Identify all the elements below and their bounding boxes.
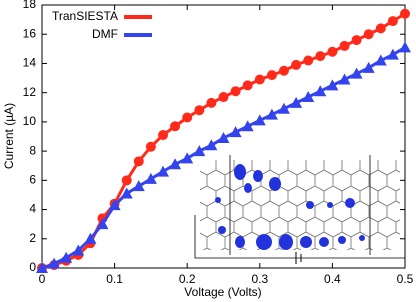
data-point xyxy=(132,180,145,192)
y-tick-label: 16 xyxy=(23,26,37,40)
data-point xyxy=(60,251,73,263)
y-tick-label: 4 xyxy=(29,202,36,216)
data-point xyxy=(84,232,97,244)
data-point xyxy=(108,199,121,211)
data-point xyxy=(158,130,169,141)
data-point xyxy=(229,126,242,138)
x-tick-label: 0.2 xyxy=(179,272,196,286)
y-tick-label: 0 xyxy=(29,260,36,274)
y-tick-label: 6 xyxy=(29,173,36,187)
y-tick-label: 18 xyxy=(23,0,37,11)
data-point xyxy=(291,59,302,70)
data-point xyxy=(36,262,48,273)
data-point xyxy=(120,187,133,199)
data-point xyxy=(374,54,387,66)
y-tick-label: 10 xyxy=(23,114,37,128)
data-point xyxy=(218,92,229,103)
y-tick-label: 2 xyxy=(29,231,36,245)
data-point xyxy=(290,96,303,108)
legend-label: DMF xyxy=(92,27,118,41)
data-point xyxy=(241,120,254,132)
y-tick-label: 8 xyxy=(29,143,36,157)
data-point xyxy=(181,152,194,164)
x-tick-label: 0.1 xyxy=(106,272,123,286)
data-point xyxy=(400,8,410,19)
data-point xyxy=(327,46,338,57)
data-point xyxy=(170,121,181,132)
x-axis-title: Voltage (Volts) xyxy=(184,285,261,299)
data-point xyxy=(121,175,132,186)
data-point xyxy=(315,51,326,62)
data-point xyxy=(194,105,205,116)
data-point xyxy=(48,257,61,269)
data-point xyxy=(72,244,85,256)
y-tick-label: 12 xyxy=(23,85,37,99)
data-point xyxy=(230,86,241,97)
data-point xyxy=(182,112,193,123)
data-point xyxy=(144,172,157,184)
data-point xyxy=(338,73,351,85)
data-point xyxy=(96,218,109,230)
data-point xyxy=(303,55,314,66)
data-point xyxy=(265,108,278,120)
x-tick-label: 0 xyxy=(39,272,46,286)
data-point xyxy=(193,145,206,157)
molecule-inset xyxy=(194,155,406,264)
data-point xyxy=(351,35,362,46)
x-tick-label: 0.3 xyxy=(251,272,268,286)
data-point xyxy=(278,65,289,76)
data-point xyxy=(169,158,182,170)
data-point xyxy=(302,91,315,103)
data-point xyxy=(326,79,339,91)
legend-label: TranSIESTA xyxy=(52,9,118,23)
data-point xyxy=(254,74,265,85)
data-point xyxy=(314,85,327,97)
data-point xyxy=(145,141,156,152)
plot-frame xyxy=(41,4,406,269)
x-tick-label: 0.4 xyxy=(324,272,341,286)
data-point xyxy=(217,131,230,143)
data-point xyxy=(350,67,363,79)
data-point xyxy=(205,139,218,151)
data-point xyxy=(362,61,375,73)
data-point xyxy=(206,97,217,108)
y-axis-title: Current (µA) xyxy=(2,103,16,169)
data-point xyxy=(277,102,290,114)
data-point xyxy=(253,114,266,126)
data-point xyxy=(157,165,170,177)
data-point xyxy=(242,80,253,91)
data-point xyxy=(399,41,411,53)
x-tick-label: 0.5 xyxy=(397,272,414,286)
data-point xyxy=(133,156,144,167)
data-point xyxy=(386,48,399,60)
data-point xyxy=(266,70,277,81)
data-point xyxy=(387,16,398,27)
data-point xyxy=(339,40,350,51)
data-point xyxy=(363,29,374,40)
data-point xyxy=(375,23,386,34)
y-tick-label: 14 xyxy=(23,56,37,70)
